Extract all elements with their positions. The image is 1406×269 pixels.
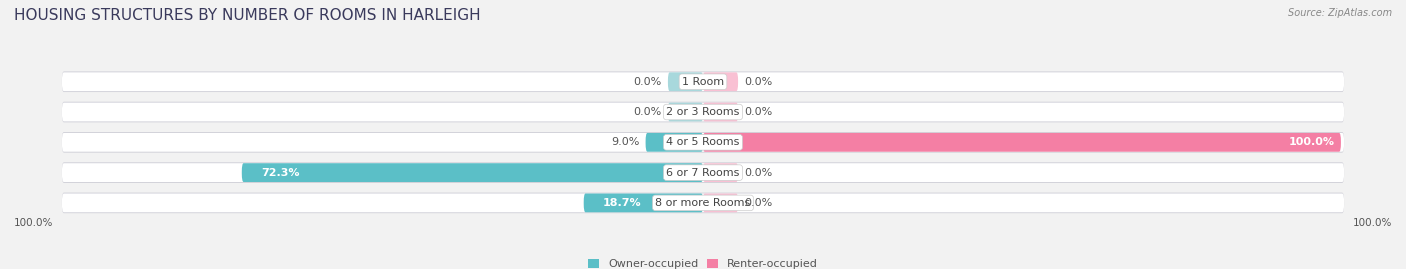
FancyBboxPatch shape <box>62 193 1344 213</box>
FancyBboxPatch shape <box>703 163 738 182</box>
FancyBboxPatch shape <box>703 103 738 121</box>
FancyBboxPatch shape <box>62 193 1344 212</box>
FancyBboxPatch shape <box>62 132 1344 153</box>
Text: 100.0%: 100.0% <box>14 218 53 228</box>
Text: 0.0%: 0.0% <box>633 77 662 87</box>
Text: 1 Room: 1 Room <box>682 77 724 87</box>
Text: 100.0%: 100.0% <box>1353 218 1392 228</box>
FancyBboxPatch shape <box>583 193 703 212</box>
Text: Source: ZipAtlas.com: Source: ZipAtlas.com <box>1288 8 1392 18</box>
Text: 9.0%: 9.0% <box>610 137 640 147</box>
FancyBboxPatch shape <box>703 133 1341 152</box>
FancyBboxPatch shape <box>62 102 1344 122</box>
Text: 0.0%: 0.0% <box>633 107 662 117</box>
FancyBboxPatch shape <box>668 103 703 121</box>
FancyBboxPatch shape <box>62 72 1344 92</box>
FancyBboxPatch shape <box>62 163 1344 182</box>
FancyBboxPatch shape <box>703 193 738 212</box>
Text: 0.0%: 0.0% <box>744 107 773 117</box>
Text: 8 or more Rooms: 8 or more Rooms <box>655 198 751 208</box>
Text: 18.7%: 18.7% <box>603 198 641 208</box>
FancyBboxPatch shape <box>62 72 1344 91</box>
FancyBboxPatch shape <box>62 103 1344 121</box>
Legend: Owner-occupied, Renter-occupied: Owner-occupied, Renter-occupied <box>583 254 823 269</box>
Text: 0.0%: 0.0% <box>744 168 773 178</box>
Text: 100.0%: 100.0% <box>1288 137 1334 147</box>
FancyBboxPatch shape <box>62 162 1344 183</box>
FancyBboxPatch shape <box>62 133 1344 152</box>
Text: 2 or 3 Rooms: 2 or 3 Rooms <box>666 107 740 117</box>
FancyBboxPatch shape <box>703 72 738 91</box>
Text: 4 or 5 Rooms: 4 or 5 Rooms <box>666 137 740 147</box>
FancyBboxPatch shape <box>645 133 703 152</box>
FancyBboxPatch shape <box>242 163 703 182</box>
Text: HOUSING STRUCTURES BY NUMBER OF ROOMS IN HARLEIGH: HOUSING STRUCTURES BY NUMBER OF ROOMS IN… <box>14 8 481 23</box>
Text: 72.3%: 72.3% <box>262 168 299 178</box>
Text: 0.0%: 0.0% <box>744 77 773 87</box>
Text: 6 or 7 Rooms: 6 or 7 Rooms <box>666 168 740 178</box>
Text: 0.0%: 0.0% <box>744 198 773 208</box>
FancyBboxPatch shape <box>668 72 703 91</box>
